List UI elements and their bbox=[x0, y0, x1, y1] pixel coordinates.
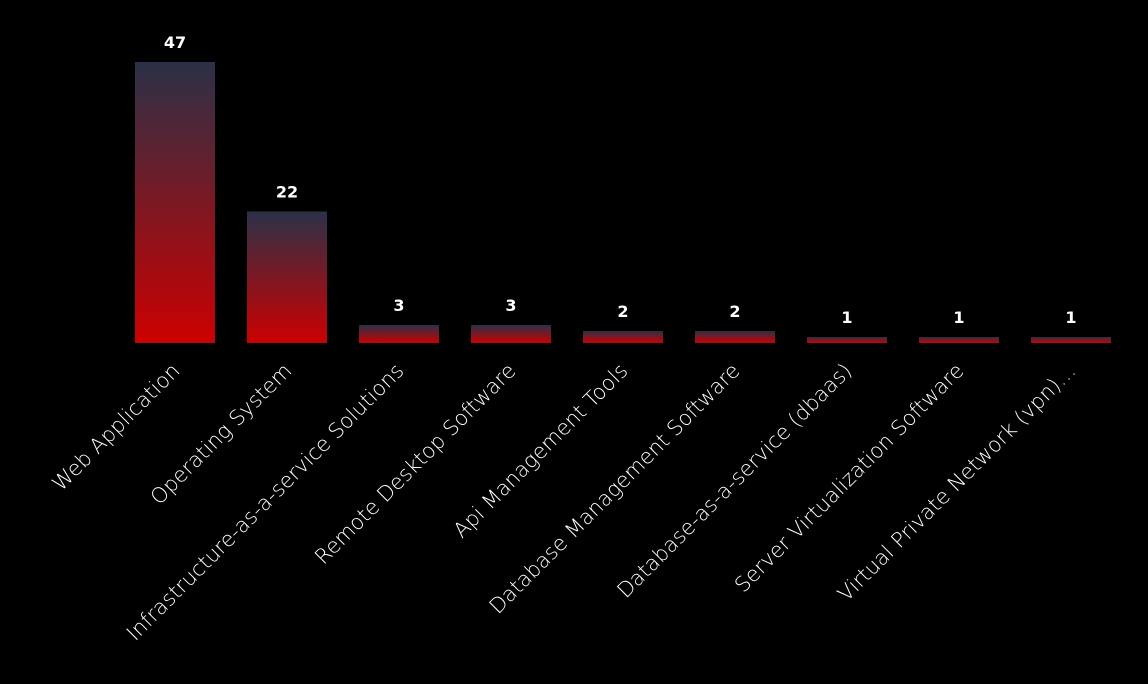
value-label: 1 bbox=[1065, 308, 1076, 327]
bar bbox=[807, 337, 887, 343]
bar bbox=[695, 331, 775, 343]
value-label: 1 bbox=[953, 308, 964, 327]
x-tick-label: Virtual Private Network (vpn)… bbox=[833, 359, 1080, 606]
bar bbox=[583, 331, 663, 343]
x-tick-label: Database-as-a-service (dbaas) bbox=[612, 359, 856, 603]
value-label: 3 bbox=[505, 296, 516, 315]
value-label: 3 bbox=[393, 296, 404, 315]
value-label: 1 bbox=[841, 308, 852, 327]
value-label: 2 bbox=[729, 302, 740, 321]
value-label: 22 bbox=[276, 182, 298, 201]
bar bbox=[135, 62, 215, 343]
bar bbox=[359, 325, 439, 343]
bar bbox=[1031, 337, 1111, 343]
value-label: 2 bbox=[617, 302, 628, 321]
x-tick-label: Remote Desktop Software bbox=[310, 359, 520, 569]
x-tick-label: Database Management Software bbox=[485, 359, 745, 619]
x-tick-label: Server Virtualization Software bbox=[730, 359, 969, 598]
value-label: 47 bbox=[164, 33, 186, 52]
bar bbox=[919, 337, 999, 343]
bar bbox=[247, 211, 327, 343]
bar bbox=[471, 325, 551, 343]
